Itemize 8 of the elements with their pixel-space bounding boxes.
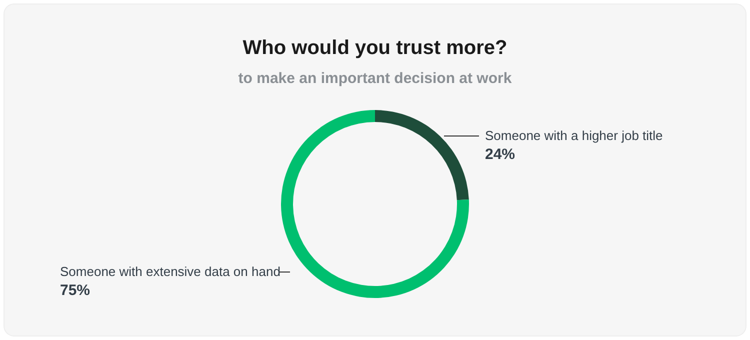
chart-subtitle: to make an important decision at work: [238, 70, 512, 87]
data-label: 75%: [60, 282, 90, 300]
chart-title: Who would you trust more?: [242, 37, 508, 59]
slice-label: Someone with extensive data on hand: [60, 264, 280, 280]
donut-slice: [375, 110, 469, 200]
slice-label: Someone with a higher job title: [485, 128, 663, 143]
donut-slice: [281, 110, 469, 298]
data-label: 24%: [485, 146, 516, 163]
